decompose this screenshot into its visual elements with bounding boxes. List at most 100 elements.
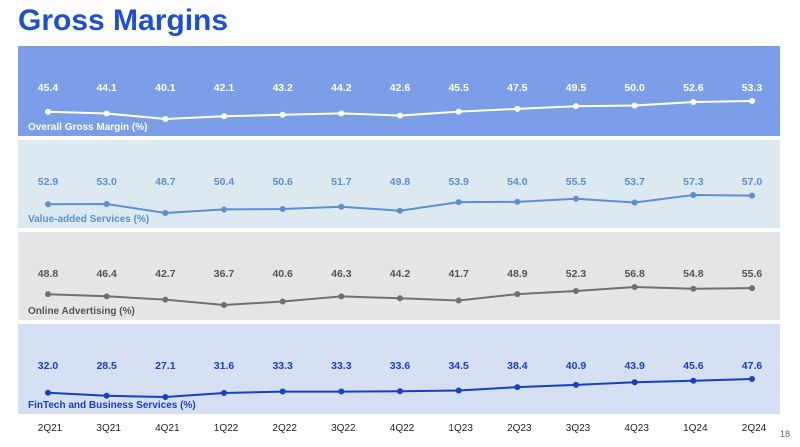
- data-point-vas: [221, 206, 227, 213]
- data-point-overall: [279, 111, 286, 118]
- data-label-fintech: 28.5: [96, 360, 117, 372]
- data-label-online: 46.4: [96, 268, 117, 280]
- data-label-overall: 45.4: [38, 82, 59, 94]
- data-label-vas: 48.7: [155, 176, 176, 188]
- data-point-overall: [690, 98, 697, 105]
- series-name-overall: Overall Gross Margin (%): [28, 122, 147, 133]
- data-point-online: [455, 297, 462, 304]
- data-point-vas: [162, 210, 169, 216]
- panel-background-overall: [18, 46, 780, 136]
- data-point-online: [338, 293, 345, 300]
- data-label-vas: 53.7: [624, 176, 645, 188]
- data-label-overall: 44.2: [331, 82, 352, 94]
- data-point-online: [45, 291, 51, 298]
- panel-online: 48.8 46.4 42.7 36.7 40.6 46.3 44.2 41.7 48.9 52.3…: [18, 232, 780, 320]
- series-name-fintech: FinTech and Business Services (%): [28, 400, 196, 411]
- data-point-overall: [749, 98, 755, 104]
- data-point-overall: [631, 102, 638, 109]
- data-point-overall: [162, 116, 169, 122]
- data-point-overall: [103, 110, 110, 117]
- data-point-fintech: [162, 394, 169, 400]
- data-point-fintech: [103, 392, 110, 399]
- x-tick-label: 3Q23: [566, 423, 591, 434]
- data-label-fintech: 33.3: [272, 360, 293, 372]
- data-label-online: 52.3: [566, 268, 587, 280]
- x-tick-label: 2Q23: [507, 423, 532, 434]
- data-point-overall: [573, 103, 579, 110]
- data-point-vas: [455, 199, 462, 206]
- x-tick-label: 1Q23: [448, 423, 473, 434]
- data-label-fintech: 34.5: [448, 360, 469, 372]
- data-label-fintech: 45.6: [683, 360, 704, 372]
- data-label-vas: 49.8: [390, 176, 411, 188]
- data-point-online: [514, 291, 521, 298]
- data-label-online: 46.3: [331, 268, 352, 280]
- x-tick-label: 1Q22: [214, 423, 239, 434]
- data-point-online: [103, 293, 110, 300]
- data-label-fintech: 33.3: [331, 360, 352, 372]
- x-tick-label: 2Q21: [38, 423, 63, 434]
- data-label-overall: 44.1: [96, 82, 117, 94]
- data-label-vas: 53.0: [96, 176, 117, 188]
- data-label-overall: 43.2: [272, 82, 293, 94]
- data-label-vas: 51.7: [331, 176, 352, 188]
- x-tick-label: 3Q22: [331, 423, 356, 434]
- data-label-online: 41.7: [448, 268, 469, 280]
- data-label-overall: 42.6: [390, 82, 411, 94]
- chart-panels: 45.4 44.1 40.1 42.1 43.2 44.2 42.6 45.5 47.5 49.5…: [18, 46, 780, 414]
- data-label-fintech: 32.0: [38, 360, 59, 372]
- data-label-vas: 50.6: [272, 176, 293, 188]
- page-title: Gross Margins: [18, 4, 229, 37]
- data-point-online: [397, 295, 403, 302]
- data-label-vas: 57.0: [742, 176, 763, 188]
- data-point-fintech: [690, 377, 697, 384]
- data-point-online: [279, 298, 286, 305]
- data-point-fintech: [514, 384, 521, 391]
- data-point-overall: [338, 110, 345, 117]
- data-label-overall: 45.5: [448, 82, 469, 94]
- data-point-fintech: [573, 381, 579, 388]
- data-point-fintech: [221, 390, 227, 397]
- data-point-fintech: [45, 389, 51, 396]
- data-point-vas: [45, 201, 51, 208]
- data-label-fintech: 40.9: [566, 360, 587, 372]
- x-axis-labels: 2Q21 3Q21 4Q21 1Q22 2Q22 3Q22 4Q22 1Q23 2Q23 3Q23…: [38, 423, 767, 434]
- panel-background-online: [18, 232, 780, 320]
- data-point-online: [573, 288, 579, 295]
- series-name-online: Online Advertising (%): [28, 306, 135, 317]
- data-label-overall: 53.3: [742, 82, 763, 94]
- panel-vas: 52.9 53.0 48.7 50.4 50.6 51.7 49.8 53.9 54.0 55.5…: [18, 140, 780, 228]
- data-point-fintech: [397, 388, 403, 395]
- data-point-vas: [514, 198, 521, 205]
- x-tick-label: 4Q21: [155, 423, 180, 434]
- data-label-fintech: 43.9: [624, 360, 645, 372]
- data-label-fintech: 31.6: [214, 360, 235, 372]
- data-label-vas: 52.9: [38, 176, 59, 188]
- data-point-fintech: [338, 388, 345, 395]
- data-point-vas: [690, 192, 697, 198]
- x-tick-label: 1Q24: [683, 423, 708, 434]
- x-tick-label: 4Q23: [624, 423, 649, 434]
- data-label-fintech: 38.4: [507, 360, 528, 372]
- data-point-fintech: [631, 379, 638, 386]
- data-label-vas: 54.0: [507, 176, 528, 188]
- series-name-vas: Value-added Services (%): [28, 214, 149, 225]
- data-point-overall: [397, 112, 403, 119]
- data-point-online: [162, 296, 169, 303]
- data-point-vas: [279, 206, 286, 213]
- data-point-vas: [103, 201, 110, 207]
- data-label-vas: 53.9: [448, 176, 469, 188]
- data-label-overall: 52.6: [683, 82, 704, 94]
- data-label-online: 56.8: [624, 268, 645, 280]
- data-label-overall: 42.1: [214, 82, 235, 94]
- data-label-online: 55.6: [742, 268, 763, 280]
- data-point-vas: [397, 207, 403, 214]
- data-point-online: [690, 285, 697, 292]
- data-point-online: [749, 285, 755, 292]
- data-point-vas: [749, 192, 755, 199]
- data-label-online: 42.7: [155, 268, 176, 280]
- data-point-fintech: [279, 388, 286, 395]
- data-label-vas: 57.3: [683, 176, 704, 188]
- x-tick-label: 3Q21: [96, 423, 121, 434]
